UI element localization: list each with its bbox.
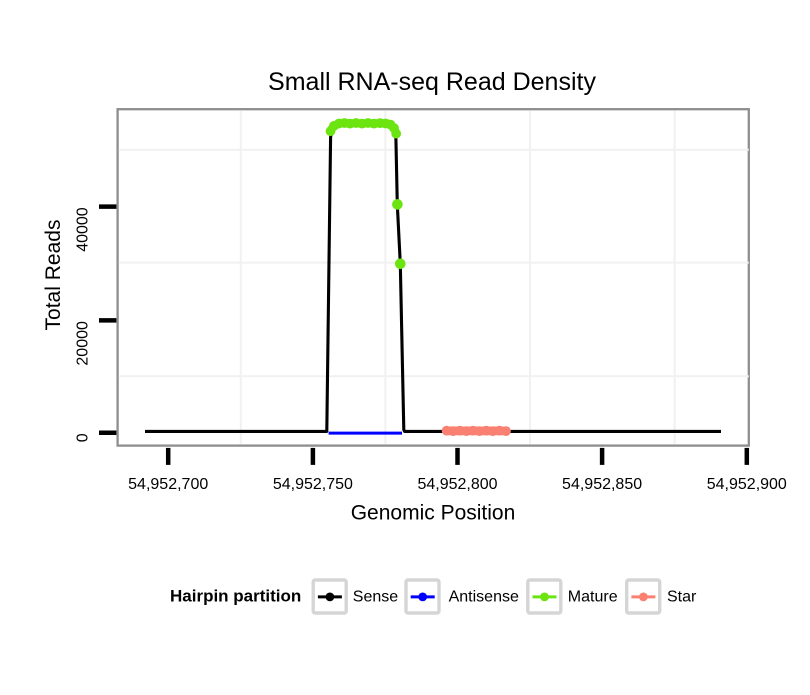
svg-text:Antisense: Antisense bbox=[449, 589, 519, 606]
svg-text:54,952,750: 54,952,750 bbox=[273, 476, 353, 493]
svg-text:Mature: Mature bbox=[568, 589, 618, 606]
svg-text:0: 0 bbox=[75, 433, 92, 442]
svg-text:Total Reads: Total Reads bbox=[42, 220, 65, 331]
svg-text:40000: 40000 bbox=[75, 207, 92, 252]
svg-text:54,952,700: 54,952,700 bbox=[128, 476, 208, 493]
svg-text:Sense: Sense bbox=[353, 589, 398, 606]
svg-text:54,952,900: 54,952,900 bbox=[707, 476, 787, 493]
svg-text:Genomic Position: Genomic Position bbox=[351, 502, 516, 525]
svg-text:54,952,800: 54,952,800 bbox=[417, 476, 497, 493]
svg-text:Star: Star bbox=[667, 589, 697, 606]
svg-text:Small RNA-seq Read Density: Small RNA-seq Read Density bbox=[268, 68, 596, 96]
svg-text:54,952,850: 54,952,850 bbox=[562, 476, 642, 493]
svg-text:20000: 20000 bbox=[75, 321, 92, 366]
svg-text:Hairpin partition: Hairpin partition bbox=[170, 587, 301, 606]
